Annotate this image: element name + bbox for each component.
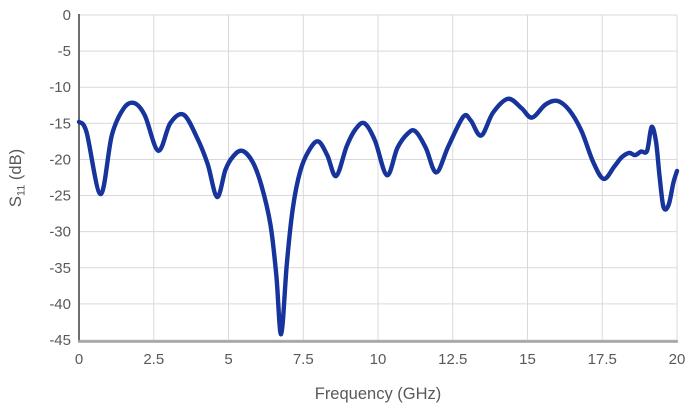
y-tick-label: -5 bbox=[58, 43, 71, 60]
x-tick-label: 20 bbox=[669, 351, 686, 368]
x-tick-label: 5 bbox=[224, 351, 232, 368]
x-tick-label: 17.5 bbox=[588, 351, 617, 368]
y-axis-title-unit: (dB) bbox=[7, 149, 25, 185]
y-axis-title-base: S bbox=[7, 196, 25, 207]
y-tick-label: -25 bbox=[49, 188, 71, 205]
y-axis-title-subscript: 11 bbox=[16, 185, 28, 196]
y-tick-label: -20 bbox=[49, 151, 71, 168]
y-tick-label: -45 bbox=[49, 332, 71, 349]
x-tick-label: 15 bbox=[519, 351, 536, 368]
x-tick-label: 0 bbox=[75, 351, 83, 368]
y-tick-label: -35 bbox=[49, 260, 71, 277]
y-tick-label: -40 bbox=[49, 296, 71, 313]
x-tick-label: 12.5 bbox=[438, 351, 467, 368]
y-tick-label: -15 bbox=[49, 115, 71, 132]
grid-layer bbox=[79, 14, 678, 341]
x-tick-label: 7.5 bbox=[293, 351, 314, 368]
y-tick-label: 0 bbox=[63, 7, 71, 24]
x-tick-label: 10 bbox=[370, 351, 387, 368]
series-layer bbox=[76, 96, 680, 337]
axis-layer bbox=[78, 14, 678, 343]
x-tick-label: 2.5 bbox=[143, 351, 164, 368]
s11-series-line bbox=[76, 96, 680, 337]
x-axis-title: Frequency (GHz) bbox=[315, 385, 442, 403]
y-axis-title: S11 (dB) bbox=[7, 149, 28, 207]
tick-label-layer: 0-5-10-15-20-25-30-35-40-450 2.5 5 7.5 10 12.… bbox=[49, 7, 685, 368]
y-tick-label: -10 bbox=[49, 79, 71, 96]
y-tick-label: -30 bbox=[49, 224, 71, 241]
